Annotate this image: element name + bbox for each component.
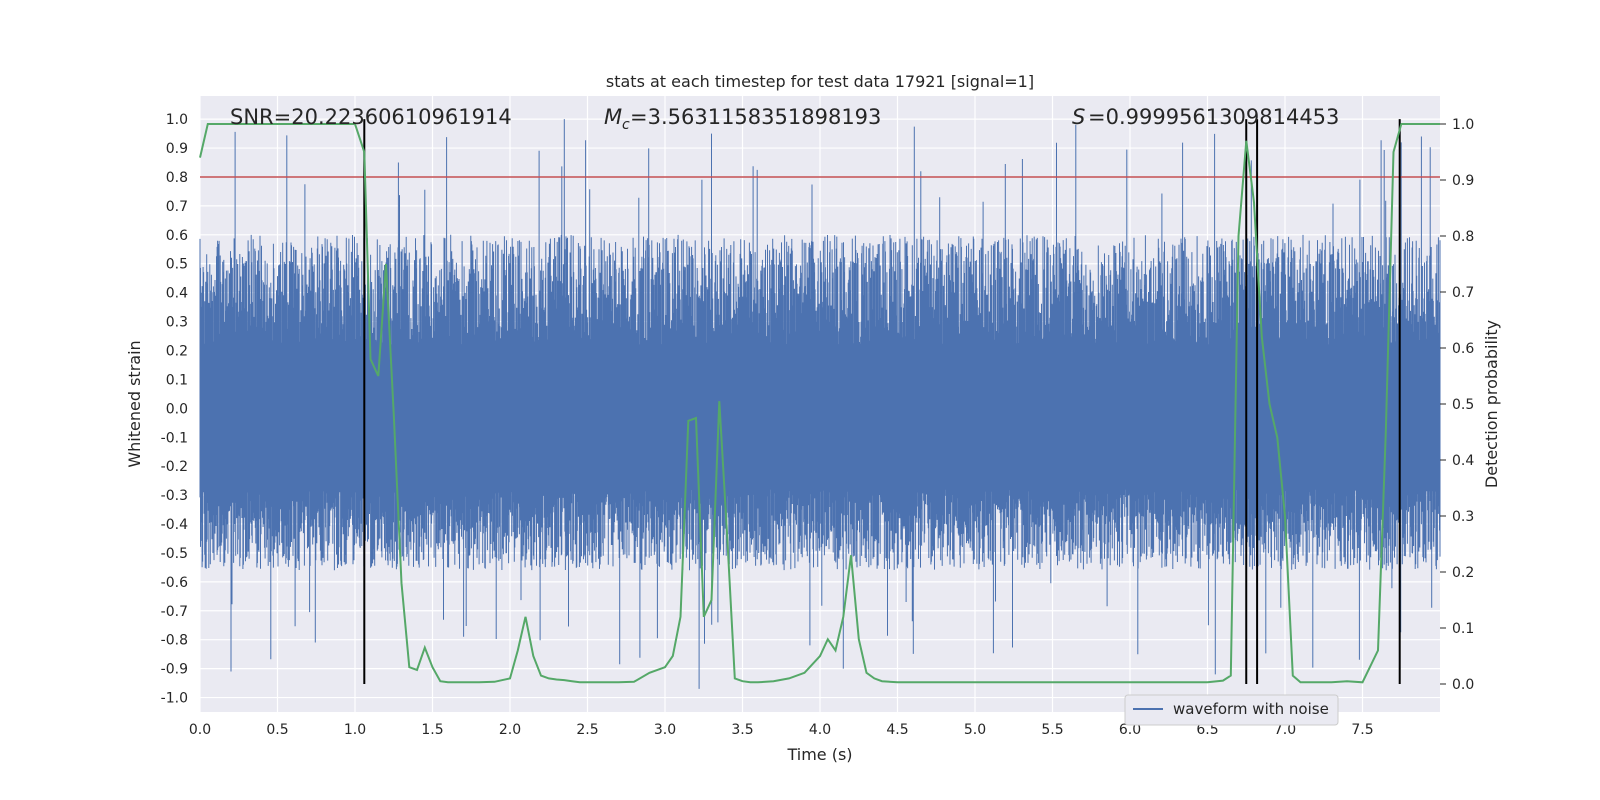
y-left-tick-label: -0.8 <box>161 633 188 649</box>
y-right-tick-label: 0.1 <box>1452 621 1474 637</box>
mc-symbol: M <box>604 105 622 129</box>
y-left-tick-label: -0.3 <box>161 488 188 504</box>
probability-line <box>199 123 1440 684</box>
y-right-ticks: 1.0 0.9 0.8 0.7 0.6 0.5 0.4 0.3 0.2 0.1 0.0 <box>1440 117 1474 693</box>
probability-series <box>199 123 1440 684</box>
x-tick-label: 6.5 <box>1196 722 1218 738</box>
y-left-tick-label: -0.2 <box>161 459 188 475</box>
y-right-tick-label: 0.8 <box>1452 229 1474 245</box>
y-left-tick-label: -0.9 <box>161 662 188 678</box>
x-tick-label: 3.0 <box>654 722 676 738</box>
s-value: =0.9999561309814453 <box>1088 105 1339 129</box>
waveform-series <box>199 119 1441 689</box>
y-right-tick-label: 0.9 <box>1452 173 1474 189</box>
y-left-tick-label: 0.6 <box>166 228 188 244</box>
overlays <box>200 119 1440 684</box>
y-left-tick-label: 0.8 <box>166 170 188 186</box>
y-left-tick-label: -0.4 <box>161 517 188 533</box>
y-left-tick-label: 0.2 <box>166 343 188 359</box>
y-right-tick-label: 0.0 <box>1452 677 1474 693</box>
x-tick-label: 5.0 <box>964 722 986 738</box>
x-ticks: 0.0 0.5 1.0 1.5 2.0 2.5 3.0 3.5 4.0 4.5 5.0 5.5 6.0 6… <box>189 722 1374 738</box>
y-left-tick-label: 0.4 <box>166 286 188 302</box>
chart-title: stats at each timestep for test data 179… <box>606 72 1034 91</box>
x-tick-label: 4.0 <box>809 722 831 738</box>
x-tick-label: 7.5 <box>1351 722 1373 738</box>
x-tick-label: 6.0 <box>1119 722 1141 738</box>
mc-value: =3.5631158351898193 <box>630 105 881 129</box>
y-left-axis-label: Whitened strain <box>125 340 144 467</box>
s-symbol: S <box>1072 105 1085 129</box>
y-left-tick-label: 0.9 <box>166 141 188 157</box>
y-right-tick-label: 0.2 <box>1452 565 1474 581</box>
x-tick-label: 5.5 <box>1041 722 1063 738</box>
x-tick-label: 1.5 <box>421 722 443 738</box>
x-tick-label: 2.0 <box>499 722 521 738</box>
y-right-tick-label: 0.7 <box>1452 285 1474 301</box>
y-left-tick-label: -1.0 <box>161 691 188 707</box>
y-left-ticks: 1.0 0.9 0.8 0.7 0.6 0.5 0.4 0.3 0.2 0.1 0.0 -0.1 -0.… <box>161 112 188 706</box>
y-right-tick-label: 0.4 <box>1452 453 1474 469</box>
legend-label-waveform: waveform with noise <box>1173 700 1329 718</box>
snr-annotation: SNR=20.22360610961914 <box>230 105 512 129</box>
x-axis-label: Time (s) <box>786 745 852 764</box>
y-right-tick-label: 0.3 <box>1452 509 1474 525</box>
x-tick-label: 0.0 <box>189 722 211 738</box>
mc-subscript: c <box>622 117 630 133</box>
y-left-tick-label: 0.3 <box>166 315 188 331</box>
y-right-tick-label: 1.0 <box>1452 117 1474 133</box>
x-tick-label: 4.5 <box>886 722 908 738</box>
y-left-tick-label: -0.7 <box>161 604 188 620</box>
y-left-tick-label: -0.5 <box>161 546 188 562</box>
mc-annotation: M c =3.5631158351898193 <box>604 105 881 133</box>
y-right-tick-label: 0.6 <box>1452 341 1474 357</box>
y-right-tick-label: 0.5 <box>1452 397 1474 413</box>
x-tick-label: 1.0 <box>344 722 366 738</box>
x-tick-label: 0.5 <box>266 722 288 738</box>
y-left-tick-label: 1.0 <box>166 112 188 128</box>
y-right-axis-label: Detection probability <box>1482 320 1501 488</box>
x-tick-label: 2.5 <box>576 722 598 738</box>
y-left-tick-label: -0.6 <box>161 575 188 591</box>
y-left-tick-label: 0.7 <box>166 199 188 215</box>
s-annotation: S =0.9999561309814453 <box>1072 105 1339 129</box>
y-left-tick-label: -0.1 <box>161 430 188 446</box>
x-tick-label: 7.0 <box>1274 722 1296 738</box>
y-left-tick-label: 0.0 <box>166 401 188 417</box>
waveform-line <box>199 119 1441 689</box>
y-left-tick-label: 0.1 <box>166 372 188 388</box>
legend-box <box>1124 694 1339 726</box>
legend: waveform with noise <box>1124 694 1339 726</box>
y-left-tick-label: 0.5 <box>166 257 188 273</box>
x-tick-label: 3.5 <box>731 722 753 738</box>
